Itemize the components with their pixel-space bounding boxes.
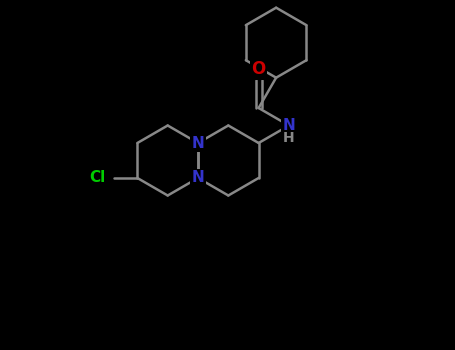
Text: N: N	[192, 135, 204, 150]
Text: H: H	[283, 132, 295, 146]
Text: Cl: Cl	[89, 170, 106, 186]
Text: O: O	[252, 60, 266, 78]
Text: N: N	[192, 170, 204, 186]
Text: N: N	[283, 118, 295, 133]
